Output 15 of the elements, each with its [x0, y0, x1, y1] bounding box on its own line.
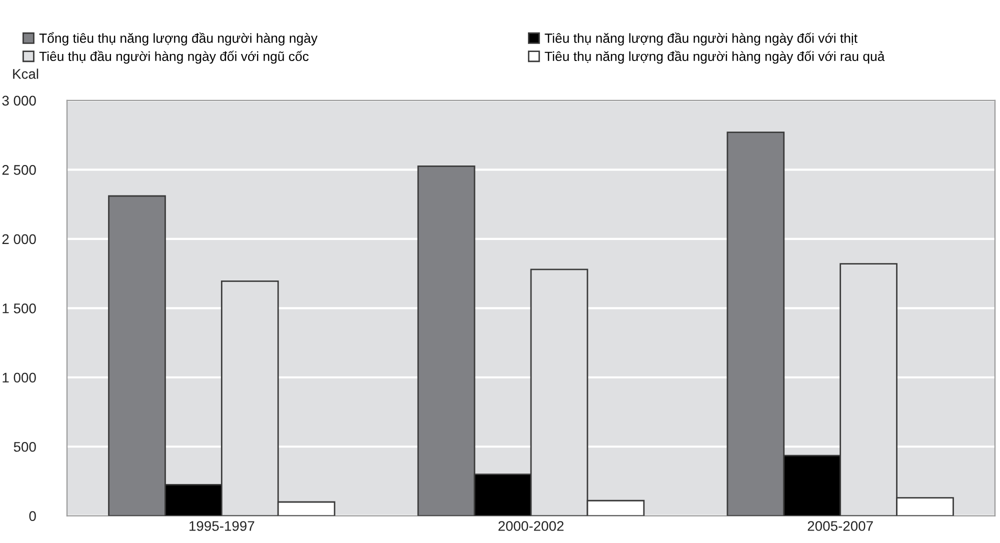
x-tick-label: 1995-1997	[190, 521, 254, 531]
legend-label: Tiêu thụ đầu người hàng ngày đối với ngũ cốc	[39, 50, 309, 64]
y-axis-title: Kcal	[13, 68, 38, 79]
y-tick-label: 3 000	[2, 96, 36, 106]
x-tick-label: 2000-2002	[498, 521, 564, 531]
y-tick-label: 2 000	[2, 234, 36, 244]
y-tick-label: 1 500	[2, 303, 36, 314]
legend-label: Tiêu thụ năng lượng đầu người hàng ngày đối với thịt	[544, 32, 858, 46]
y-tick-label: 0	[29, 511, 36, 522]
x-tick-label: 2005-2007	[808, 521, 873, 531]
legend-label: Tiêu thụ năng lượng đầu người hàng ngày đối với rau quả	[544, 50, 885, 64]
y-tick-label: 2 500	[2, 165, 36, 175]
y-tick-label: 500	[14, 442, 36, 452]
legend-label: Tổng tiêu thụ năng lượng đầu người hàng ngày	[39, 32, 318, 46]
y-tick-label: 1 000	[2, 372, 36, 383]
